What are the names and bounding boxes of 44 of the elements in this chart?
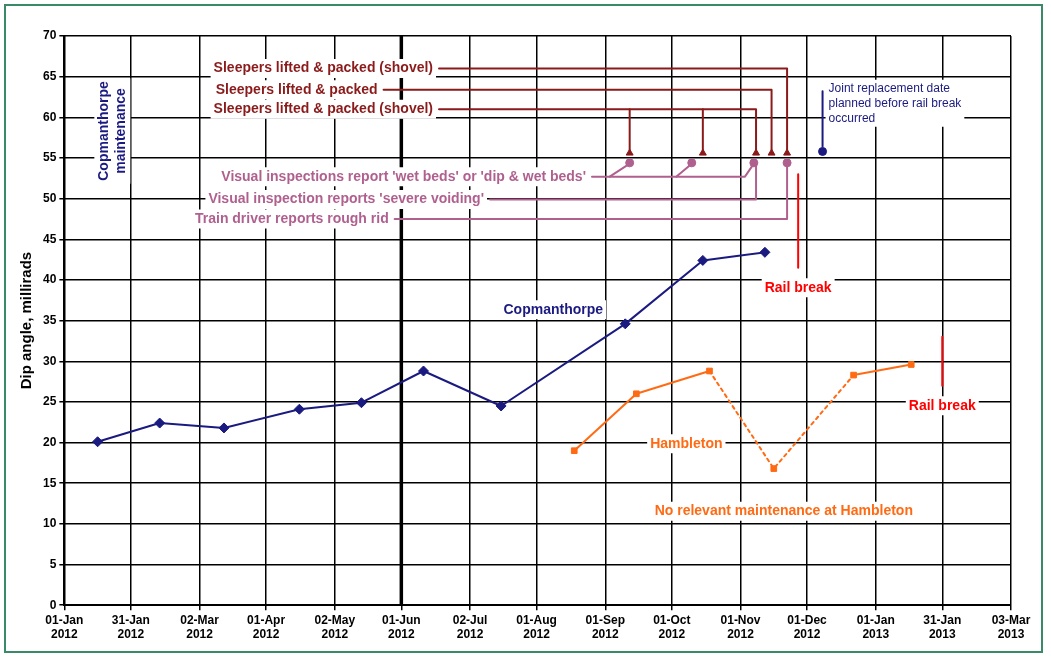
x-tick-label: 03-Mar 2013 bbox=[991, 612, 1031, 642]
series-label: Visual inspection reports 'severe voiding' bbox=[208, 190, 485, 207]
y-tick-label: 15 bbox=[42, 475, 57, 490]
series-label: Train driver reports rough rid bbox=[194, 209, 389, 226]
y-tick-label: 20 bbox=[42, 434, 57, 449]
x-tick-label: 01-Aug 2012 bbox=[516, 612, 557, 642]
x-tick-label: 02-Mar 2012 bbox=[180, 612, 220, 642]
x-tick-label: 31-Jan 2013 bbox=[923, 612, 962, 642]
x-tick-label: 01-Apr 2012 bbox=[247, 612, 286, 642]
series-label: Sleepers lifted & packed (shovel) bbox=[213, 100, 434, 117]
series-label: Sleepers lifted & packed (shovel) bbox=[213, 59, 434, 76]
y-tick-label: 55 bbox=[42, 150, 57, 165]
x-tick-label: 01-Jan 2013 bbox=[856, 612, 895, 642]
x-tick-label: 01-Jan 2012 bbox=[45, 612, 84, 642]
annotation: Copmanthorpe maintenance bbox=[94, 81, 128, 181]
x-tick-label: 01-Oct 2012 bbox=[653, 612, 691, 642]
y-axis-title: Dip angle, millirads bbox=[17, 251, 35, 390]
series-label: Rail break bbox=[908, 396, 976, 413]
y-tick-label: 45 bbox=[42, 231, 57, 246]
x-tick-label: 02-Jul 2012 bbox=[452, 612, 488, 642]
y-tick-label: 60 bbox=[42, 109, 57, 124]
series-label: Joint replacement date planned before rail break occurred bbox=[828, 80, 963, 125]
y-tick-label: 5 bbox=[49, 556, 57, 571]
text: Hambleton bbox=[650, 434, 723, 451]
y-tick-label: 30 bbox=[42, 353, 57, 368]
x-tick-label: 01-Sep 2012 bbox=[585, 612, 625, 642]
y-tick-label: 40 bbox=[42, 272, 57, 287]
y-tick-label: 70 bbox=[42, 28, 57, 43]
series-label: Copmanthorpe bbox=[503, 300, 604, 317]
y-tick-label: 25 bbox=[42, 394, 57, 409]
y-tick-label: 50 bbox=[42, 190, 57, 205]
x-tick-label: 31-Jan 2012 bbox=[111, 612, 150, 642]
x-tick-label: 01-Jun 2012 bbox=[381, 612, 421, 642]
y-tick-label: 0 bbox=[49, 597, 57, 612]
y-tick-label: 10 bbox=[42, 516, 57, 531]
annotation: No relevant maintenance at Hambleton bbox=[654, 502, 913, 519]
y-tick-label: 65 bbox=[42, 68, 57, 83]
x-tick-label: 02-May 2012 bbox=[314, 612, 356, 642]
series-label: Rail break bbox=[764, 278, 832, 295]
x-tick-label: 01-Nov 2012 bbox=[720, 612, 761, 642]
y-tick-label: 35 bbox=[42, 312, 57, 327]
x-tick-label: 01-Dec 2012 bbox=[787, 612, 828, 642]
series-label: Sleepers lifted & packed bbox=[215, 80, 378, 97]
series-label: Visual inspections report 'wet beds' or 'dip & wet beds' bbox=[221, 167, 586, 184]
